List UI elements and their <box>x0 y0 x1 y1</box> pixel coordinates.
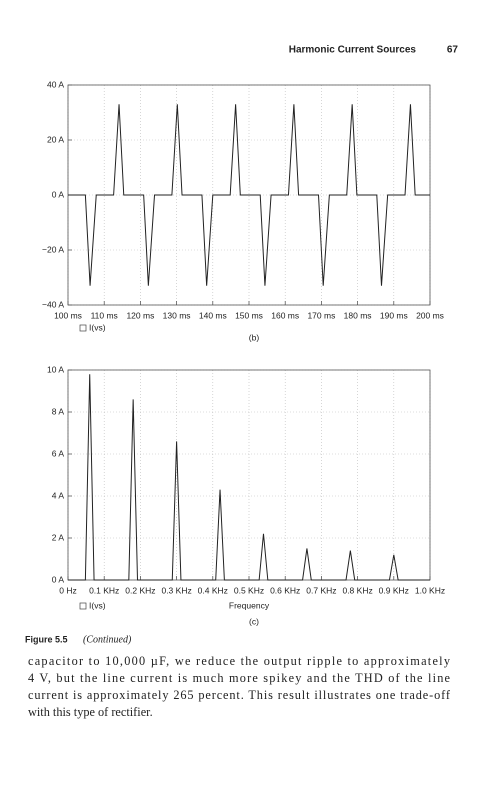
series-line <box>68 374 430 581</box>
legend-swatch <box>79 602 87 610</box>
legend-label: I(vs) <box>89 600 106 610</box>
panel-label: (b) <box>249 332 260 342</box>
y-tick-label: 6 A <box>52 448 65 458</box>
x-tick-label: 120 ms <box>126 310 154 320</box>
y-tick-label: 0 A <box>52 189 65 199</box>
y-tick-label: 0 A <box>52 574 65 584</box>
body-text-line: 4 V, but the line current is much more s… <box>28 671 451 685</box>
x-tick-label: 110 ms <box>91 310 118 320</box>
x-tick-label: 150 ms <box>235 310 263 320</box>
y-tick-label: 20 A <box>47 134 64 144</box>
x-tick-label: 0.4 KHz <box>198 585 228 595</box>
y-tick-label: 2 A <box>52 532 65 542</box>
x-tick-label: 0.8 KHz <box>342 585 372 595</box>
x-tick-label: 0.6 KHz <box>270 585 300 595</box>
x-tick-label: 0.9 KHz <box>379 585 409 595</box>
x-tick-label: 190 ms <box>380 310 408 320</box>
figure-caption: (Continued) <box>83 634 132 645</box>
x-tick-label: 160 ms <box>271 310 299 320</box>
y-tick-label: 40 A <box>47 79 64 89</box>
x-tick-label: 200 ms <box>416 310 444 320</box>
body-text-line: with this type of rectifier. <box>28 705 153 719</box>
legend-swatch <box>79 324 87 332</box>
y-tick-label: 8 A <box>52 406 65 416</box>
x-tick-label: 0.5 KHz <box>234 585 264 595</box>
y-tick-label: 4 A <box>52 490 65 500</box>
y-tick-label: 10 A <box>47 364 64 374</box>
y-tick-label: −20 A <box>42 244 64 254</box>
x-tick-label: 1.0 KHz <box>415 585 445 595</box>
legend-label: I(vs) <box>89 322 106 332</box>
figure-label: Figure 5.5 <box>25 634 68 644</box>
series-line <box>68 104 430 286</box>
page-number: 67 <box>447 45 459 56</box>
x-tick-label: 0.2 KHz <box>125 585 155 595</box>
x-tick-label: 170 ms <box>307 310 335 320</box>
x-tick-label: 0 Hz <box>59 585 76 595</box>
x-tick-label: 100 ms <box>54 310 82 320</box>
x-tick-label: 0.3 KHz <box>161 585 191 595</box>
body-text-line: current is approximately 265 percent. Th… <box>28 688 451 702</box>
y-tick-label: −40 A <box>42 299 64 309</box>
running-header: Harmonic Current Sources <box>289 45 417 56</box>
x-tick-label: 0.7 KHz <box>306 585 336 595</box>
x-tick-label: 130 ms <box>163 310 191 320</box>
x-tick-label: 0.1 KHz <box>89 585 119 595</box>
x-tick-label: 180 ms <box>344 310 372 320</box>
x-tick-label: 140 ms <box>199 310 227 320</box>
panel-label: (c) <box>249 616 259 626</box>
body-text-line: capacitor to 10,000 µF, we reduce the ou… <box>28 654 451 668</box>
x-axis-label: Frequency <box>229 600 270 610</box>
